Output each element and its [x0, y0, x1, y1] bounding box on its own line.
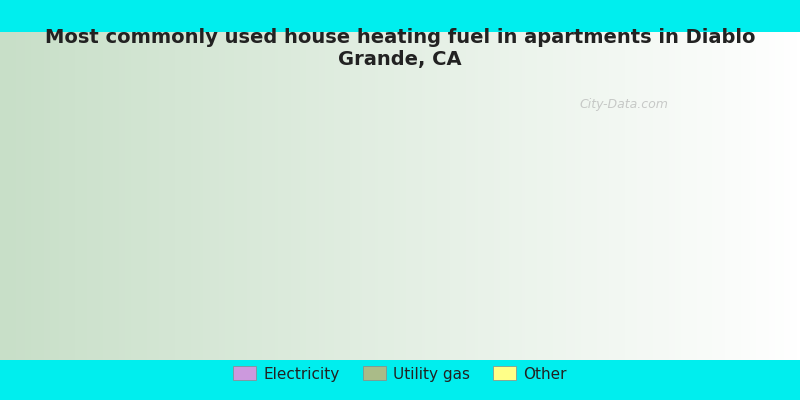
Wedge shape	[534, 285, 646, 327]
Text: City-Data.com: City-Data.com	[579, 98, 669, 111]
Wedge shape	[154, 81, 523, 327]
Wedge shape	[468, 114, 642, 304]
Text: Most commonly used house heating fuel in apartments in Diablo Grande, CA: Most commonly used house heating fuel in…	[45, 28, 755, 69]
Legend: Electricity, Utility gas, Other: Electricity, Utility gas, Other	[226, 360, 574, 388]
